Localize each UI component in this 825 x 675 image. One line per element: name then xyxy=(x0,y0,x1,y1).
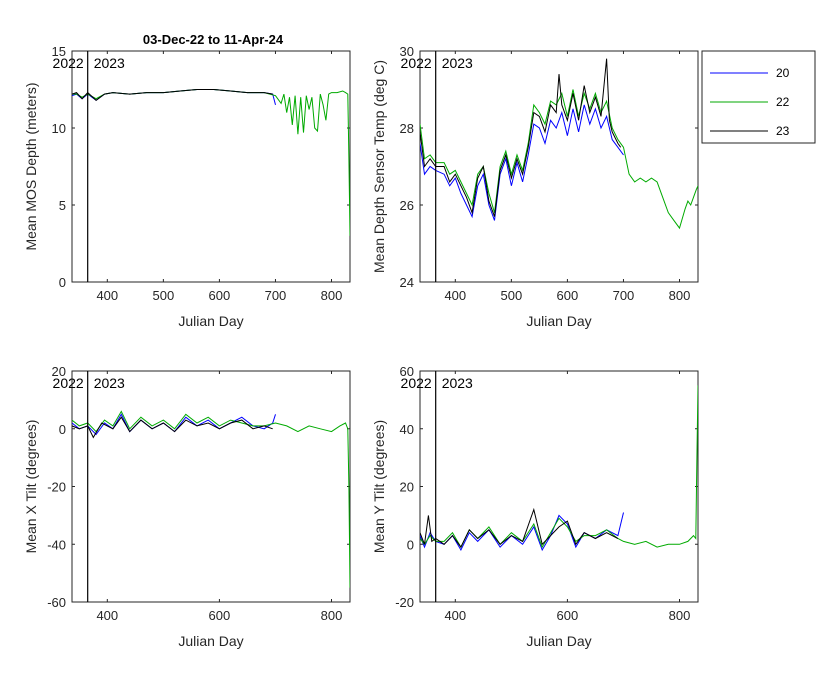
subplot-2: 400 500 600 700 800 24 26 28 30 Julian Day Mean De… xyxy=(371,44,699,329)
year-label-left: 2022 xyxy=(53,375,84,391)
x-tick-label: 700 xyxy=(265,288,287,303)
y-tick-label: 20 xyxy=(52,364,66,379)
y-tick-label: -60 xyxy=(47,595,66,610)
x-tick-label: 600 xyxy=(557,288,579,303)
subplot-4: 400 600 800 -20 0 20 40 60 Julian Day Mean Y Tilt… xyxy=(371,364,699,649)
x-axis-label: Julian Day xyxy=(526,633,591,649)
series-line-23 xyxy=(420,58,622,217)
y-tick-label: 5 xyxy=(59,198,66,213)
year-label-left: 2022 xyxy=(401,55,432,71)
x-tick-label: 600 xyxy=(209,288,231,303)
x-tick-label: 400 xyxy=(96,288,118,303)
legend-label-22: 22 xyxy=(776,95,790,109)
year-label-right: 2023 xyxy=(442,375,473,391)
legend-box xyxy=(701,50,816,144)
series-line-22 xyxy=(420,385,698,549)
series-line-20 xyxy=(420,104,624,221)
y-axis-label: Mean Y Tilt (degrees) xyxy=(371,420,387,553)
y-axis-label: Mean MOS Depth (meters) xyxy=(23,82,39,250)
year-label-right: 2023 xyxy=(442,55,473,71)
subplot-1: 400 500 600 700 800 0 5 10 15 Julian Day Mean MOS … xyxy=(23,44,351,329)
series-line-23 xyxy=(72,89,273,101)
plot-area xyxy=(71,50,351,283)
y-tick-label: 60 xyxy=(400,364,414,379)
y-tick-label: -20 xyxy=(395,595,414,610)
y-tick-label: 24 xyxy=(400,275,414,290)
x-tick-label: 800 xyxy=(669,608,691,623)
legend-label-20: 20 xyxy=(776,66,790,80)
year-label-left: 2022 xyxy=(53,55,84,71)
series-line-22 xyxy=(72,410,350,588)
x-tick-label: 400 xyxy=(96,608,118,623)
series-line-23 xyxy=(72,416,273,439)
y-tick-label: -20 xyxy=(47,480,66,495)
x-tick-label: 500 xyxy=(501,288,523,303)
figure-title: 03-Dec-22 to 11-Apr-24 xyxy=(143,32,284,47)
x-tick-label: 700 xyxy=(613,288,635,303)
y-tick-label: -40 xyxy=(47,537,66,552)
legend[interactable]: 20 22 23 xyxy=(701,50,816,144)
x-axis-label: Julian Day xyxy=(178,633,243,649)
y-tick-label: 0 xyxy=(407,537,414,552)
x-tick-label: 500 xyxy=(153,288,175,303)
plot-area xyxy=(419,50,699,283)
y-axis-label: Mean X Tilt (degrees) xyxy=(23,420,39,554)
plot-area xyxy=(71,370,351,603)
x-tick-label: 600 xyxy=(557,608,579,623)
plot-area xyxy=(419,370,699,603)
x-tick-label: 400 xyxy=(444,288,466,303)
series-line-23 xyxy=(420,507,619,549)
y-tick-label: 20 xyxy=(400,480,414,495)
y-tick-label: 40 xyxy=(400,422,414,437)
x-axis-label: Julian Day xyxy=(178,313,243,329)
y-tick-label: 0 xyxy=(59,275,66,290)
year-label-right: 2023 xyxy=(94,375,125,391)
series-line-22 xyxy=(420,89,698,230)
x-tick-label: 800 xyxy=(669,288,691,303)
x-tick-label: 600 xyxy=(209,608,231,623)
y-tick-label: 15 xyxy=(52,44,66,59)
x-tick-label: 800 xyxy=(321,608,343,623)
y-tick-label: 0 xyxy=(59,422,66,437)
x-axis-label: Julian Day xyxy=(526,313,591,329)
y-tick-label: 10 xyxy=(52,121,66,136)
y-tick-label: 28 xyxy=(400,121,414,136)
legend-label-23: 23 xyxy=(776,124,790,138)
y-tick-label: 26 xyxy=(400,198,414,213)
x-tick-label: 800 xyxy=(321,288,343,303)
y-tick-label: 30 xyxy=(400,44,414,59)
year-label-right: 2023 xyxy=(94,55,125,71)
x-tick-label: 400 xyxy=(444,608,466,623)
subplot-3: 400 600 800 -60 -40 -20 0 20 Julian Day Mean X Ti… xyxy=(23,364,351,649)
y-axis-label: Mean Depth Sensor Temp (deg C) xyxy=(371,60,387,273)
year-label-left: 2022 xyxy=(401,375,432,391)
